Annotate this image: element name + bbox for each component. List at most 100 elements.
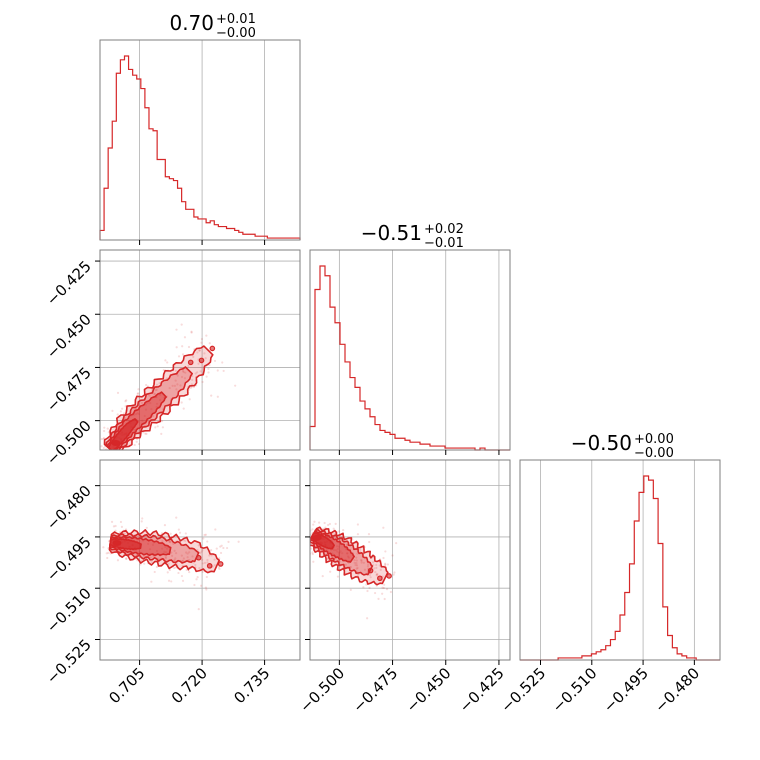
sample-point [198, 349, 201, 352]
sample-point [307, 548, 309, 550]
sample-point [133, 428, 136, 432]
sample-point [112, 525, 116, 528]
sample-point [325, 548, 329, 551]
contour-island [187, 359, 194, 366]
sample-point [151, 543, 155, 546]
sample-point [179, 384, 182, 387]
sample-point [115, 451, 117, 453]
sample-point [385, 588, 389, 591]
sample-point [190, 383, 193, 386]
sample-point [154, 426, 157, 429]
sample-point [183, 377, 187, 380]
sample-point [360, 558, 363, 562]
sample-point [168, 540, 171, 544]
sample-point [200, 337, 204, 341]
sample-point [175, 328, 178, 331]
sample-point [173, 558, 176, 562]
sample-point [136, 411, 139, 415]
sample-point [177, 528, 180, 531]
plot-layer: 0.70 +0.01−0.00−0.51 +0.02−0.01−0.50 +0.00−… [43, 11, 721, 716]
contour-island [198, 357, 205, 364]
panel-background [100, 250, 300, 450]
sample-point [202, 537, 205, 540]
sample-point [381, 586, 384, 589]
sample-point [164, 557, 167, 560]
sample-point [321, 575, 324, 578]
sample-point [174, 551, 178, 555]
sample-point [105, 552, 108, 555]
sample-point [338, 551, 341, 555]
sample-point [148, 394, 151, 397]
sample-point [382, 556, 385, 560]
sample-point [356, 533, 360, 536]
sample-point [345, 552, 349, 555]
sample-point [141, 517, 144, 520]
sample-point [368, 573, 371, 577]
sample-point [162, 369, 165, 372]
sample-point [190, 330, 193, 333]
sample-point [182, 370, 185, 374]
sample-point [362, 586, 365, 589]
sample-point [97, 444, 99, 446]
sample-point [137, 413, 140, 416]
contour-core [112, 539, 122, 546]
y-tick-label: −0.500 [43, 417, 95, 469]
sample-point [188, 398, 191, 401]
panel-title: −0.50 +0.00−0.00 [571, 431, 674, 461]
sample-point [358, 548, 361, 551]
sample-point [366, 589, 369, 593]
sample-point [332, 527, 335, 530]
y-tick-label: −0.510 [43, 584, 95, 636]
sample-point [384, 562, 387, 565]
sample-point [105, 450, 107, 452]
sample-point [384, 563, 387, 566]
sample-point [328, 522, 332, 526]
x-tick-label: −0.475 [349, 664, 401, 716]
sample-point [216, 369, 219, 372]
sample-point [190, 386, 193, 389]
sample-point [188, 570, 191, 574]
sample-point [175, 346, 178, 349]
sample-point [199, 551, 202, 555]
sample-point [338, 539, 341, 542]
sample-point [167, 579, 171, 582]
sample-point [166, 571, 169, 574]
sample-point [108, 452, 110, 454]
x-tick-label: 0.720 [168, 664, 211, 707]
sample-point [367, 533, 371, 536]
sample-point [180, 554, 183, 557]
sample-point [164, 545, 167, 549]
sample-point [367, 563, 370, 566]
sample-point [180, 323, 183, 326]
sample-point [395, 542, 398, 545]
panel-background [310, 250, 510, 450]
panel-frame [309, 249, 511, 451]
sample-point [355, 559, 358, 562]
sample-point [213, 359, 217, 363]
sample-point [360, 561, 363, 564]
sample-point [201, 380, 204, 384]
sample-point [169, 541, 172, 544]
sample-point [163, 523, 167, 527]
sample-point [383, 583, 386, 586]
sample-point [186, 552, 189, 555]
sample-point [194, 372, 197, 375]
sample-point [196, 351, 199, 354]
sample-point [137, 388, 140, 391]
sample-point [164, 551, 168, 554]
sample-point [165, 547, 169, 550]
panel-frame [99, 39, 301, 241]
sample-point [354, 563, 357, 567]
sample-point [144, 454, 146, 456]
sample-point [181, 579, 185, 582]
sample-point [125, 557, 128, 560]
sample-point [173, 566, 176, 570]
histogram-step-line [520, 475, 720, 661]
sample-point [112, 451, 114, 453]
sample-point [193, 583, 196, 587]
sample-point [135, 440, 138, 443]
sample-point [181, 559, 184, 562]
sample-point [170, 580, 173, 583]
sample-point [184, 532, 187, 535]
scatter-panel-1-3 [99, 459, 301, 661]
